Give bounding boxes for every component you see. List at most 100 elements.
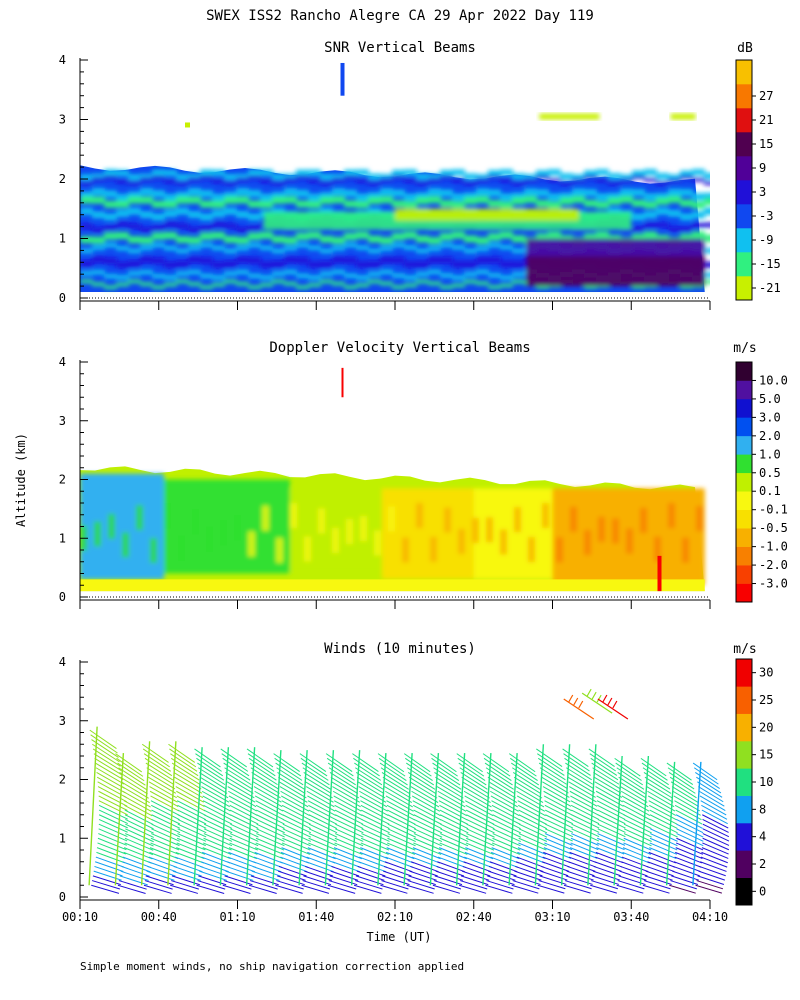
doppler-echo-cell — [122, 532, 129, 558]
snr-echo-cell — [656, 192, 669, 200]
wind-barb — [306, 856, 335, 868]
snr-echo-cell — [368, 173, 381, 180]
wind-barb — [431, 757, 458, 777]
snr-echo-structure — [80, 169, 710, 290]
wind-profile-staff — [482, 753, 492, 886]
wind-barb — [647, 790, 675, 808]
wind-barb — [515, 861, 544, 873]
snr-echo-cell — [356, 178, 369, 183]
snr-echo-cell — [260, 231, 273, 239]
wind-barb — [332, 786, 361, 803]
wind-barb — [649, 847, 677, 860]
wind-barb — [387, 833, 416, 847]
snr-echo-cell — [704, 261, 710, 268]
snr-echo-cell — [440, 189, 453, 197]
snr-echo-cell — [224, 174, 237, 181]
wind-barb — [278, 865, 307, 877]
snr-echo-cell — [224, 223, 237, 229]
snr-echo-cell — [248, 285, 261, 290]
wind-barb — [173, 865, 202, 877]
wind-barb — [486, 772, 514, 790]
wind-barb — [697, 781, 723, 798]
wind-barb — [595, 851, 624, 864]
wind-barb — [177, 818, 207, 834]
wind-barb — [203, 818, 233, 834]
wind-barb — [93, 753, 122, 772]
snr-echo-cell — [284, 281, 297, 286]
snr-echo-cell — [284, 196, 297, 204]
doppler-colorbar-swatch — [736, 380, 752, 400]
wind-barb — [334, 804, 363, 821]
wind-barb — [229, 809, 259, 825]
wind-barb — [150, 800, 180, 816]
doppler-y-tick-label: 4 — [59, 355, 66, 369]
snr-colorbar-label: 21 — [759, 113, 773, 127]
snr-echo-cell — [440, 285, 453, 289]
snr-echo-cell — [668, 188, 681, 196]
wind-barb — [141, 743, 169, 763]
wind-barb — [144, 880, 173, 890]
snr-echo-cell — [404, 283, 417, 288]
snr-echo-cell — [692, 201, 705, 209]
wind-barb — [439, 837, 468, 851]
snr-echo-cell — [104, 257, 117, 264]
wind-barb — [307, 851, 336, 864]
wind-barb — [305, 786, 334, 803]
wind-barb — [643, 880, 671, 890]
wind-barb — [334, 837, 363, 851]
wind-barb — [513, 776, 542, 795]
doppler-echo-cell — [584, 530, 591, 556]
snr-echo-cell — [152, 175, 165, 180]
snr-echo-cell — [224, 207, 237, 215]
wind-barb — [252, 776, 280, 794]
wind-barb — [148, 781, 177, 799]
snr-echo-cell — [284, 256, 297, 263]
wind-barb — [197, 762, 225, 781]
wind-barb — [225, 776, 254, 794]
snr-echo-cell — [524, 178, 537, 182]
wind-barb — [412, 847, 441, 860]
winds-y-tick-label: 1 — [59, 831, 66, 845]
wind-barb — [253, 781, 281, 799]
snr-echo-cell — [224, 191, 237, 199]
snr-echo-cell — [188, 269, 201, 275]
snr-echo-cell — [656, 173, 669, 180]
wind-profile-staff — [167, 741, 177, 886]
wind-barb — [518, 837, 547, 851]
doppler-colorbar-label: -0.5 — [759, 521, 788, 535]
snr-echo-cell — [164, 275, 177, 280]
doppler-velocity-region — [80, 473, 164, 580]
snr-echo-cell — [368, 207, 381, 215]
wind-barb — [203, 828, 233, 842]
wind-barb — [701, 851, 728, 864]
wind-barb — [588, 748, 615, 767]
snr-echo-cell — [200, 175, 213, 180]
snr-echo-cell — [656, 197, 669, 205]
snr-echo-cell — [704, 192, 710, 201]
snr-echo-cell — [260, 245, 273, 251]
wind-barb — [277, 870, 306, 881]
wind-barb — [119, 772, 147, 790]
snr-echo-cell — [272, 261, 285, 268]
snr-echo-cell — [308, 231, 321, 239]
wind-barb — [617, 880, 645, 890]
snr-echo-cell — [356, 261, 369, 268]
wind-barb — [149, 851, 178, 864]
wind-barb — [201, 856, 230, 868]
snr-echo-cell — [668, 226, 681, 232]
winds-x-tick-label: 03:10 — [534, 910, 570, 924]
wind-barb — [202, 842, 232, 855]
doppler-echo-cell — [612, 518, 619, 544]
wind-barb — [620, 790, 649, 808]
snr-echo-cell — [536, 189, 549, 197]
snr-echo-cell — [392, 169, 405, 176]
wind-barb — [642, 884, 670, 894]
snr-echo-cell — [272, 181, 285, 185]
snr-echo-cell — [512, 173, 525, 180]
wind-barb — [567, 865, 595, 877]
wind-barb — [147, 861, 177, 873]
snr-echo-cell — [704, 272, 710, 278]
wind-barb — [280, 851, 309, 864]
snr-echo-cell — [116, 209, 129, 217]
snr-echo-cell — [380, 178, 393, 182]
